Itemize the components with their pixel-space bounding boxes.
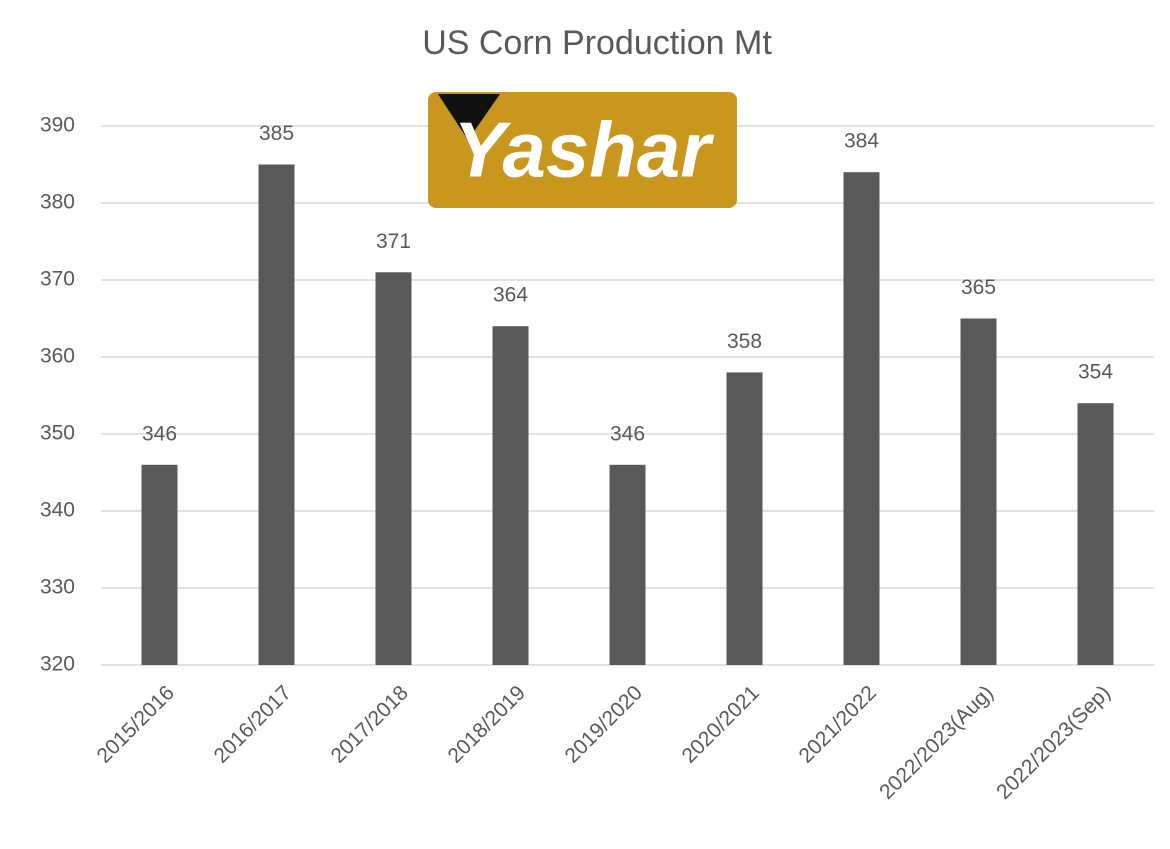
logo-text: Yashar [453, 106, 714, 194]
data-label: 358 [727, 330, 762, 353]
y-tick-label: 390 [40, 114, 75, 137]
bar [609, 464, 646, 665]
bar [492, 326, 529, 665]
bar [141, 464, 178, 665]
y-tick-label: 340 [40, 499, 75, 522]
bar [960, 318, 997, 665]
bar [375, 272, 412, 665]
y-tick-label: 360 [40, 345, 75, 368]
y-tick-label: 330 [40, 576, 75, 599]
data-label: 346 [610, 422, 645, 445]
data-label: 384 [844, 130, 879, 153]
logo-triangle [438, 94, 500, 140]
data-label: 364 [493, 284, 528, 307]
chart-title: US Corn Production Mt [422, 24, 772, 62]
data-label: 354 [1078, 361, 1113, 384]
x-tick-label: 2019/2020 [560, 681, 646, 767]
logo: Yashar [428, 92, 737, 208]
x-tick-label: 2018/2019 [443, 681, 529, 767]
x-tick-label: 2021/2022 [794, 681, 880, 767]
bar [726, 372, 763, 665]
x-tick-label: 2022/2023(Aug) [875, 681, 998, 804]
y-tick-label: 320 [40, 653, 75, 676]
data-label: 346 [142, 422, 177, 445]
x-tick-label: 2017/2018 [326, 681, 412, 767]
x-tick-label: 2022/2023(Sep) [992, 681, 1115, 804]
x-tick-label: 2020/2021 [677, 681, 763, 767]
logo-background [428, 92, 737, 208]
x-tick-label: 2016/2017 [209, 681, 295, 767]
bar [1077, 403, 1114, 665]
y-tick-label: 370 [40, 268, 75, 291]
x-tick-label: 2015/2016 [92, 681, 178, 767]
y-tick-label: 350 [40, 422, 75, 445]
data-label: 365 [961, 276, 996, 299]
data-label: 371 [376, 230, 411, 253]
bar [258, 164, 295, 665]
y-tick-label: 380 [40, 191, 75, 214]
bar [843, 172, 880, 665]
data-label: 385 [259, 122, 294, 145]
